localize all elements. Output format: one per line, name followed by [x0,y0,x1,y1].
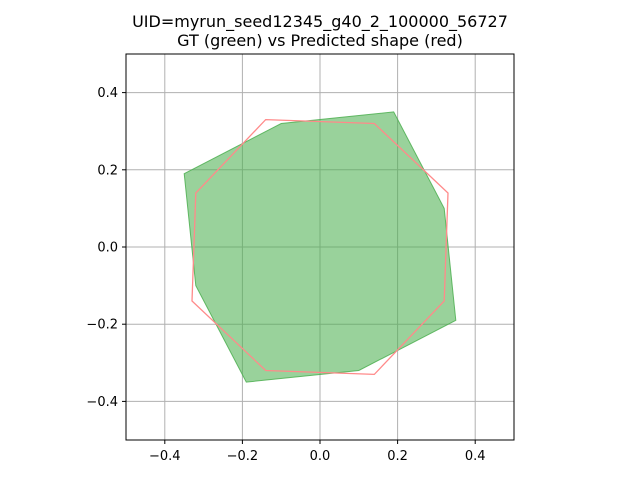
y-tick-label-0: −0.4 [86,395,118,410]
predicted-polygon [191,118,449,376]
y-tick-label-3: 0.2 [97,163,118,178]
x-tick-label-0: −0.4 [149,449,181,464]
plot-area: −0.4 −0.2 0.0 0.2 0.4 −0.4 −0.2 0.0 0.2 0.4 [86,53,515,464]
chart-title-line2: GT (green) vs Predicted shape (red) [177,31,463,50]
y-tick-label-1: −0.2 [86,318,118,333]
y-tick-label-2: 0.0 [97,241,118,256]
x-tick-label-3: 0.2 [387,449,408,464]
ground-truth-polygon [183,111,457,383]
y-tick-label-4: 0.4 [97,86,118,101]
chart-title-line1: UID=myrun_seed12345_g40_2_100000_56727 [132,12,508,32]
x-tick-label-2: 0.0 [310,449,331,464]
x-tick-label-1: −0.2 [227,449,259,464]
x-tick-label-4: 0.4 [465,449,486,464]
